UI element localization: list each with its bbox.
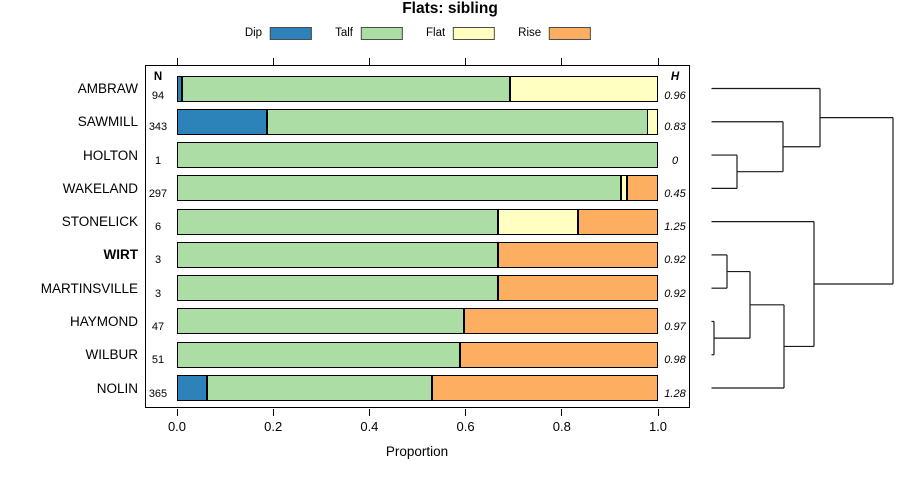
n-value: 51 [151,354,165,367]
x-axis-tick-bottom [561,409,563,416]
legend-item-rise: Rise [518,26,592,40]
legend-item-dip: Dip [244,26,313,40]
bar-segment-talf [207,375,433,402]
legend-swatch-dip [270,26,313,40]
bar-segment-talf [177,208,498,235]
bar-segment-talf [177,275,498,302]
bar-segment-talf [177,308,464,335]
h-value: 0.92 [664,287,686,300]
h-value: 0.83 [664,121,686,134]
row-label-wirt: WIRT [103,247,139,263]
n-value: 94 [151,90,165,102]
bar-segment-rise [432,375,658,402]
h-value: 0.92 [664,254,686,267]
bar-segment-dip [177,108,267,135]
legend-item-talf: Talf [335,26,403,40]
x-axis-tick-bottom [368,409,370,416]
h-value: 0.45 [664,187,686,200]
bar-segment-flat [620,175,628,202]
plot-area-border [145,65,690,408]
x-axis-tick-bottom [657,409,659,416]
n-value: 3 [154,254,162,267]
legend-label: Dip [244,27,263,39]
n-value: 6 [154,221,162,234]
legend-label: Talf [335,27,353,39]
legend-swatch-talf [360,26,403,40]
row-label-holton: HOLTON [82,147,138,163]
bar-segment-talf [177,142,658,169]
bar-segment-rise [577,208,658,235]
bar-segment-rise [459,341,658,368]
bar-segment-rise [463,308,658,335]
h-value: 0.97 [664,320,686,333]
x-axis-tick-top [176,58,178,65]
h-value: 1.25 [664,221,686,234]
x-axis-tick-top [272,58,274,65]
n-value: 343 [148,121,168,134]
row-label-wilbur: WILBUR [85,347,138,363]
row-label-haymond: HAYMOND [69,313,138,329]
bar-segment-rise [497,241,658,268]
x-axis-tick-label: 0.0 [167,419,187,434]
legend-item-flat: Flat [425,26,496,40]
bar-segment-talf [177,341,460,368]
bar-segment-rise [497,275,658,302]
bar-segment-flat [647,108,658,135]
x-axis-tick-top [465,58,467,65]
n-value: 3 [154,287,162,300]
x-axis-tick-label: 1.0 [648,419,668,434]
n-value: 297 [148,187,168,200]
bar-segment-flat [497,208,578,235]
x-axis-tick-label: 0.2 [264,419,283,434]
n-value: 365 [148,387,168,400]
row-label-wakeland: WAKELAND [62,180,138,196]
bar-segment-talf [181,75,510,102]
x-axis-tick-bottom [176,409,178,416]
x-axis-tick-bottom [272,409,274,416]
row-label-stonelick: STONELICK [61,214,138,230]
x-axis-tick-bottom [465,409,467,416]
x-axis-tick-label: 0.6 [456,419,475,434]
bar-segment-dip [177,75,182,102]
h-value: 0.96 [664,90,686,102]
legend: Dip Talf Flat Rise [244,25,592,41]
bar-segment-dip [177,375,208,402]
bar-segment-talf [177,241,498,268]
row-label-ambraw: AMBRAW [77,81,138,96]
x-axis-tick-top [657,58,659,65]
x-axis-tick-top [561,58,563,65]
legend-swatch-rise [549,26,592,40]
x-axis-tick-label: 0.8 [552,419,571,434]
bar-segment-flat [509,75,658,102]
bar-segment-rise [627,175,658,202]
legend-label: Flat [425,27,446,39]
h-value: 0 [671,154,679,167]
n-value: 47 [151,320,165,333]
n-column-header: N [153,71,163,83]
legend-swatch-flat [453,26,496,40]
h-value: 0.98 [664,354,686,367]
x-axis-tick-label: 0.4 [360,419,379,434]
chart-title: Flats: sibling [402,0,498,17]
row-label-martinsville: MARTINSVILLE [40,280,138,296]
n-value: 1 [154,154,162,167]
bar-segment-talf [177,175,621,202]
row-label-sawmill: SAWMILL [77,114,138,130]
h-column-header: H [670,71,680,83]
x-axis-label: Proportion [385,444,449,459]
bar-segment-talf [266,108,648,135]
h-value: 1.28 [664,387,686,400]
row-label-nolin: NOLIN [96,380,138,396]
legend-label: Rise [518,27,542,39]
x-axis-tick-top [368,58,370,65]
